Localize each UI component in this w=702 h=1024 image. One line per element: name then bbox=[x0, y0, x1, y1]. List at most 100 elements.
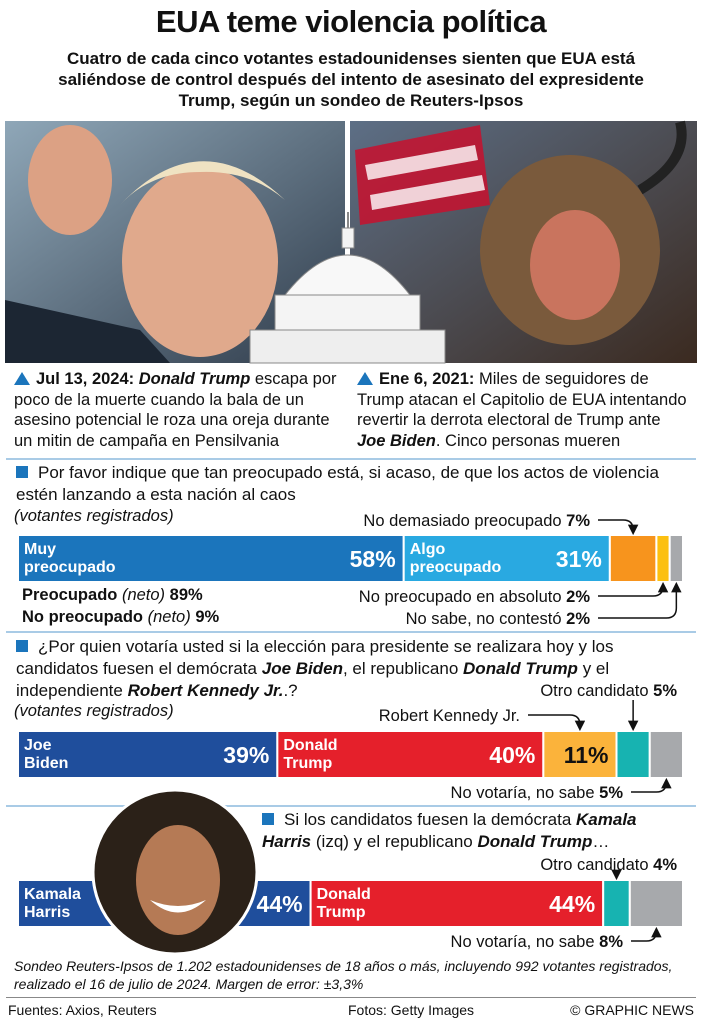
outside-value: 2% bbox=[566, 610, 590, 628]
question-text: ¿Por quien votaría usted si la elección … bbox=[16, 637, 614, 678]
segment-name-line: preocupado bbox=[410, 559, 502, 576]
outside-label: Robert Kennedy Jr. bbox=[379, 707, 520, 725]
photo-suit bbox=[5, 300, 170, 363]
segment-name-line: Trump bbox=[283, 755, 332, 772]
segment-name-line: preocupado bbox=[24, 559, 116, 576]
bar-segment bbox=[668, 534, 685, 583]
callout-line bbox=[598, 519, 639, 536]
note: (votantes registrados) bbox=[14, 702, 174, 720]
question-name: Donald Trump bbox=[463, 659, 578, 678]
bar-segment bbox=[608, 534, 658, 583]
bar-segment bbox=[615, 730, 651, 779]
caption: Jul 13, 2024: Donald Trump escapa por po… bbox=[14, 369, 349, 451]
value-label: 31% bbox=[556, 546, 602, 572]
divider bbox=[6, 805, 696, 807]
question-text: Por favor indique que tan preocupado est… bbox=[16, 463, 659, 504]
callout-line bbox=[631, 777, 672, 793]
capitol-dome bbox=[283, 254, 412, 296]
bar-segment bbox=[628, 879, 684, 928]
caption-name: Joe Biden bbox=[357, 431, 436, 450]
net-label: Preocupado (neto) 89% bbox=[22, 586, 203, 605]
outside-label: Otro candidato 4% bbox=[540, 856, 677, 874]
outside-value: 8% bbox=[599, 933, 623, 951]
question-text: , el republicano bbox=[342, 659, 459, 678]
net-name: Preocupado bbox=[22, 586, 118, 604]
segment-name-line: Biden bbox=[24, 755, 68, 772]
question-text: y el independiente bbox=[16, 659, 610, 700]
outside-name: No sabe, no contestó bbox=[406, 610, 562, 628]
capitol-base bbox=[249, 329, 446, 364]
callout-line bbox=[528, 714, 586, 732]
question-name: Joe Biden bbox=[261, 659, 343, 678]
callout-line bbox=[598, 581, 682, 619]
note: (votantes registrados) bbox=[14, 507, 174, 525]
sources: Fuentes: Axios, Reuters bbox=[8, 1002, 157, 1018]
segment-name-line: Muy bbox=[24, 541, 56, 558]
question: ¿Por quien votaría usted si la elección … bbox=[16, 636, 688, 702]
segment-name-line: Algo bbox=[410, 541, 446, 558]
net-label: No preocupado (neto) 9% bbox=[22, 608, 219, 627]
outside-label: No preocupado en absoluto 2% bbox=[359, 588, 591, 606]
caption-text: escapa por poco de la muerte cuando la b… bbox=[14, 370, 337, 450]
segment-name: Donald Trump bbox=[317, 886, 371, 921]
bar-segment bbox=[655, 534, 671, 583]
caption-text: . Cinco personas mueren bbox=[435, 431, 621, 450]
segment-name-line: Joe bbox=[24, 737, 52, 754]
bar-segment bbox=[17, 730, 279, 779]
outside-value: 4% bbox=[653, 856, 677, 874]
divider bbox=[6, 458, 696, 460]
outside-label: No votaría, no sabe 8% bbox=[451, 933, 624, 951]
outside-name: Otro candidato bbox=[540, 856, 648, 874]
caption: Ene 6, 2021: Miles de seguidores de Trum… bbox=[357, 369, 692, 451]
net-name: No preocupado bbox=[22, 608, 144, 626]
outside-value: 7% bbox=[566, 512, 590, 530]
bar-segment bbox=[309, 879, 605, 928]
outside-name: No preocupado en absoluto bbox=[359, 588, 562, 606]
value-label: 58% bbox=[350, 546, 396, 572]
footnote: Sondeo Reuters-Ipsos de 1.202 estadounid… bbox=[14, 958, 673, 992]
net-value: 89% bbox=[169, 586, 203, 604]
segment-name-line: Harris bbox=[24, 904, 70, 921]
value-label: 39% bbox=[223, 742, 269, 768]
photo-fist bbox=[28, 125, 112, 235]
caption-date: Ene 6, 2021: bbox=[379, 370, 475, 388]
bar-segment bbox=[17, 534, 405, 583]
divider bbox=[6, 631, 696, 633]
photo-flag-stripes bbox=[365, 145, 485, 210]
caption-text: Miles de seguidores de Trump atacan el C… bbox=[357, 370, 687, 429]
callout-line bbox=[598, 581, 669, 597]
bar-segment bbox=[648, 730, 684, 779]
question-text: Si los candidatos fuesen la demócrata bbox=[284, 810, 572, 829]
segment-name-line: Donald bbox=[317, 886, 371, 903]
segment-name-line: Donald bbox=[283, 737, 337, 754]
callout-line bbox=[631, 926, 662, 942]
outside-label: No demasiado preocupado 7% bbox=[363, 512, 590, 530]
outside-name: Robert Kennedy Jr. bbox=[379, 707, 520, 725]
question-name: Robert Kennedy Jr. bbox=[127, 681, 284, 700]
photo-painted-face bbox=[530, 210, 620, 320]
outside-label: No sabe, no contestó 2% bbox=[406, 610, 591, 628]
caption-name: Donald Trump bbox=[138, 370, 251, 388]
caption-date: Jul 13, 2024: bbox=[36, 370, 135, 388]
photo-hair bbox=[120, 161, 285, 205]
value-label: 40% bbox=[489, 742, 535, 768]
value-label: 11% bbox=[564, 742, 609, 768]
credit: © GRAPHIC NEWS bbox=[570, 1002, 694, 1018]
photo-face bbox=[122, 167, 278, 357]
outside-value: 5% bbox=[653, 682, 677, 700]
subtitle: Cuatro de cada cinco votantes estadounid… bbox=[58, 49, 644, 110]
segment-name: Muy preocupado bbox=[24, 541, 116, 576]
capitol-drum bbox=[274, 294, 421, 331]
question: Si los candidatos fuesen la demócrata Ka… bbox=[262, 809, 662, 853]
question-text: .? bbox=[283, 681, 298, 700]
photo-credit: Fotos: Getty Images bbox=[348, 1002, 475, 1018]
segment-name: Algo preocupado bbox=[410, 541, 502, 576]
outside-name: No votaría, no sabe bbox=[451, 784, 595, 802]
bar-segment bbox=[276, 730, 545, 779]
question-text: … bbox=[592, 832, 610, 851]
question-name: Donald Trump bbox=[477, 832, 593, 851]
outside-name: Otro candidato bbox=[540, 682, 648, 700]
bar-segment bbox=[602, 879, 631, 928]
